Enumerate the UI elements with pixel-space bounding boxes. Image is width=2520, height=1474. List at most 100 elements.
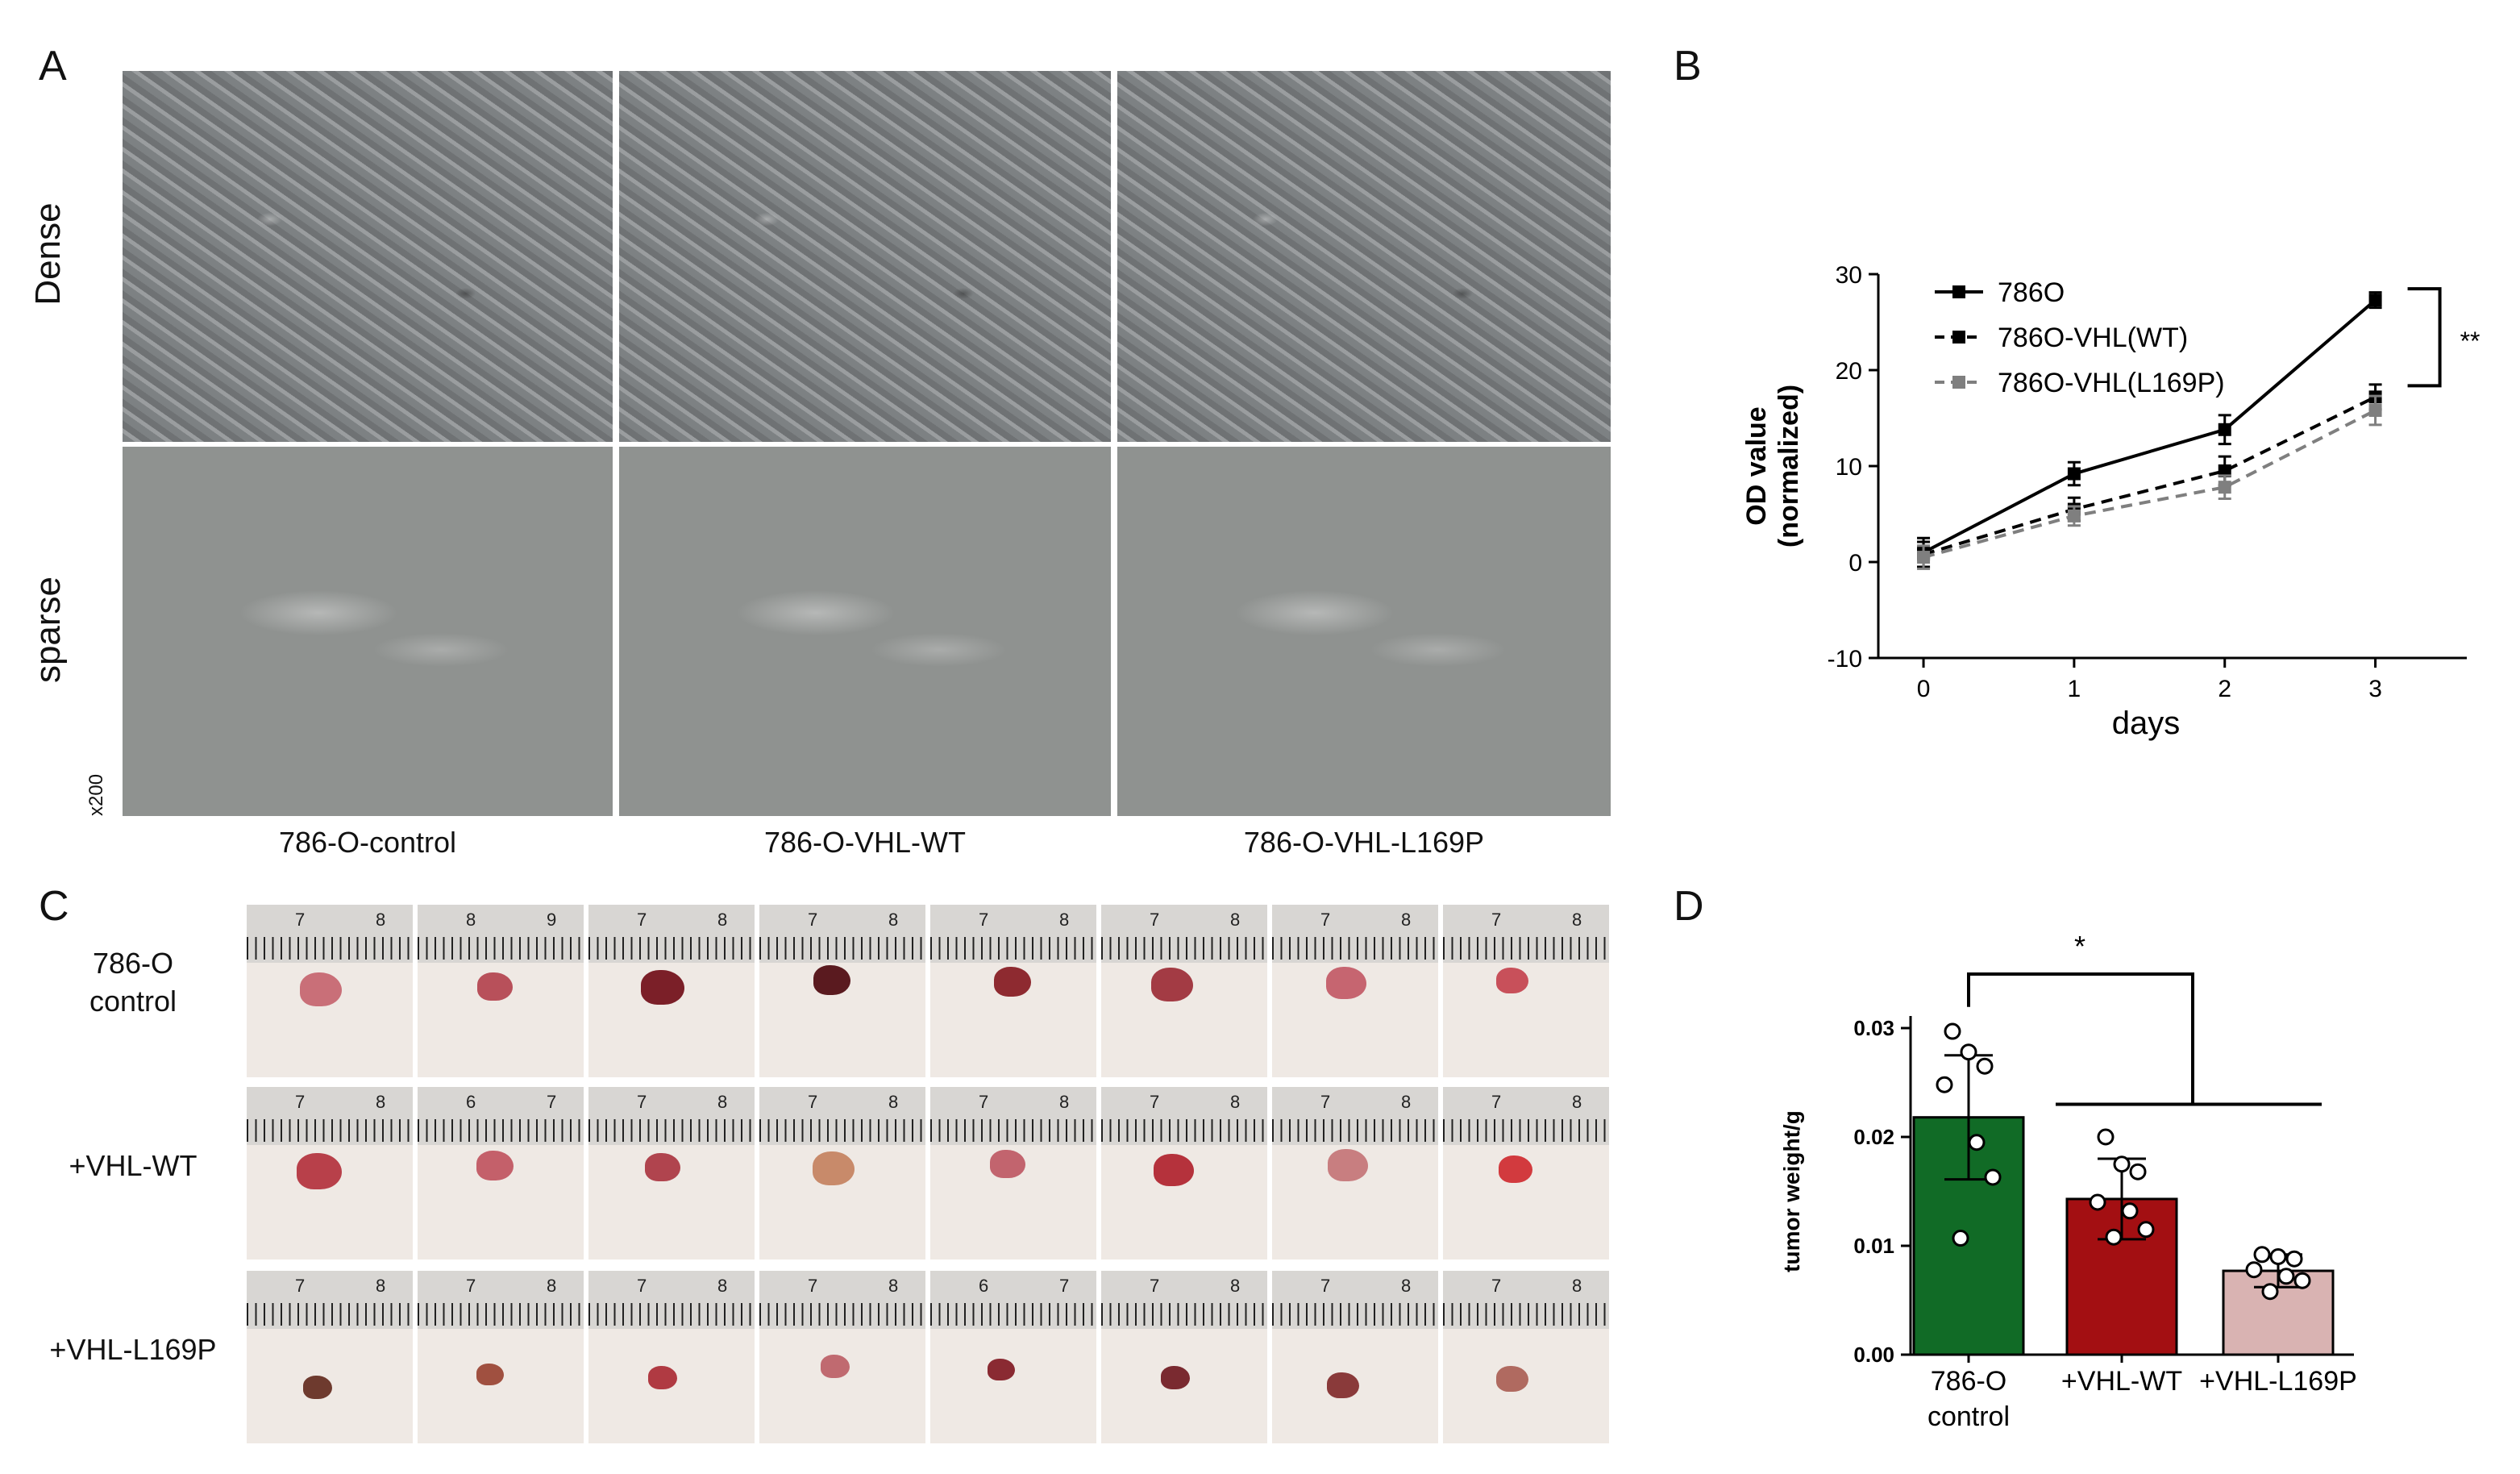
ruler-number: 8 — [888, 1092, 899, 1112]
growth-line-chart: OD value (normalized) 30 20 10 0 -10 0 1 2 3 day… — [1741, 262, 2480, 741]
magnification-label: x200 — [85, 773, 107, 816]
ruler-ticks — [930, 905, 1096, 963]
ruler-ticks — [930, 1271, 1096, 1329]
ruler-number: 8 — [1401, 910, 1412, 930]
y-axis-label-line: OD value — [1741, 406, 1772, 525]
data-point — [1936, 1076, 1953, 1093]
data-point — [2105, 1228, 2123, 1246]
ruler-number: 6 — [979, 1276, 989, 1296]
panel-label-b: B — [1674, 43, 1702, 90]
data-point — [2129, 1163, 2147, 1180]
tumor-specimen — [994, 967, 1031, 997]
data-point — [1952, 1230, 1969, 1247]
ruler-number: 7 — [979, 910, 989, 930]
legend-marker — [1952, 285, 1965, 298]
legend-label: 786O-VHL(WT) — [1998, 323, 2188, 353]
ruler-number: 8 — [717, 1092, 728, 1112]
tumor-row-label: +VHL-L169P — [32, 1331, 234, 1369]
data-point — [2218, 481, 2231, 494]
data-point — [2253, 1246, 2271, 1264]
ruler-number: 8 — [888, 1276, 899, 1296]
data-point — [2218, 423, 2231, 436]
x-tick-label: 786-O — [1931, 1366, 2007, 1397]
x-axis-label: days — [2112, 706, 2181, 741]
series-line — [1923, 409, 2377, 559]
micrograph-sparse-vhl-wt — [619, 447, 1111, 816]
tumor-specimen — [648, 1366, 677, 1389]
data-point — [1968, 1134, 1986, 1151]
ruler-number: 7 — [1059, 1276, 1070, 1296]
tumor-specimen — [476, 1364, 504, 1386]
tumor-specimen — [641, 970, 684, 1006]
panel-label-c: C — [39, 883, 69, 930]
data-point — [2067, 467, 2081, 481]
row-label-dense: Dense — [28, 202, 68, 306]
micrograph-dense-control — [123, 71, 613, 442]
ruler-number: 8 — [376, 910, 386, 930]
legend-label: 786O — [1998, 277, 2065, 308]
data-point — [2368, 403, 2382, 417]
ruler-ticks — [930, 1087, 1096, 1145]
ruler-number: 7 — [295, 1276, 306, 1296]
y-axis-label: tumor weight/g — [1779, 1110, 1804, 1272]
ruler-number: 8 — [466, 910, 476, 930]
tumor-specimen — [813, 1151, 855, 1185]
ruler-number: 9 — [547, 910, 557, 930]
row-label-sparse: sparse — [28, 576, 68, 684]
ruler-ticks — [759, 905, 925, 963]
ruler-number: 7 — [808, 1092, 818, 1112]
ruler-number: 7 — [808, 1276, 818, 1296]
ruler-number: 8 — [1401, 1092, 1412, 1112]
ruler-number: 8 — [1401, 1276, 1412, 1296]
ruler-ticks — [247, 1271, 413, 1329]
y-tick-label: -10 — [1828, 646, 1862, 672]
ruler-ticks — [1272, 1087, 1438, 1145]
ruler-ticks — [1101, 1087, 1267, 1145]
ruler-ticks — [588, 1271, 755, 1329]
series-line — [1923, 395, 2377, 556]
significance-marker: ** — [2460, 327, 2480, 356]
data-point — [2113, 1155, 2131, 1173]
tumor-specimen — [1328, 1149, 1368, 1181]
tumor-specimen — [813, 965, 850, 995]
tumor-specimen — [1151, 968, 1193, 1001]
micrograph-dense-vhl-wt — [619, 71, 1111, 442]
y-tick-label: 0.02 — [1853, 1125, 1894, 1149]
y-tick-label: 30 — [1836, 262, 1862, 289]
ruler-ticks — [759, 1087, 925, 1145]
ruler-number: 8 — [717, 910, 728, 930]
ruler-ticks — [1101, 905, 1267, 963]
x-tick-label: +VHL-L169P — [2199, 1366, 2357, 1397]
tumor-specimen — [1161, 1366, 1190, 1389]
ruler-number: 8 — [376, 1092, 386, 1112]
legend-marker — [1952, 331, 1965, 344]
data-point — [1976, 1057, 1994, 1075]
ruler-number: 7 — [1491, 1276, 1502, 1296]
ruler-number: 7 — [295, 1092, 306, 1112]
ruler-ticks — [418, 905, 584, 963]
x-tick-label: +VHL-WT — [2061, 1366, 2182, 1397]
ruler-number: 8 — [888, 910, 899, 930]
ruler-number: 7 — [979, 1092, 989, 1112]
column-label-vhl-wt: 786-O-VHL-WT — [763, 826, 967, 859]
ruler-number: 7 — [637, 1276, 647, 1296]
data-point — [2368, 294, 2382, 307]
tumor-row-label-line: control — [89, 984, 177, 1018]
tumor-specimen — [1496, 968, 1528, 993]
ruler-number: 7 — [1320, 910, 1331, 930]
data-point — [2269, 1248, 2287, 1265]
ruler-number: 7 — [1150, 1092, 1160, 1112]
ruler-number: 8 — [1572, 910, 1582, 930]
